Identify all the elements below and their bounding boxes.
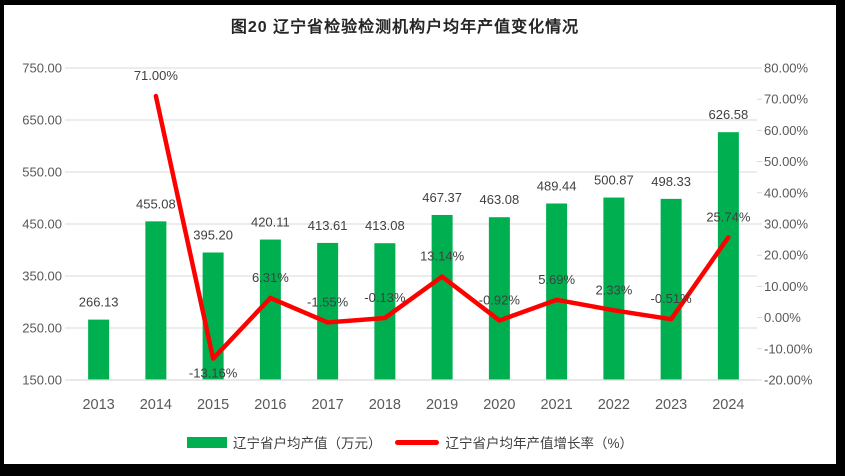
line-value-label: 25.74% <box>706 209 751 224</box>
y-axis-right-tick-label: 80.00% <box>764 61 809 76</box>
line-value-label: -0.51% <box>651 291 693 306</box>
bar-value-label: 467.37 <box>422 190 462 205</box>
bar-value-label: 413.61 <box>308 218 348 233</box>
bar-value-label: 498.33 <box>651 174 691 189</box>
x-axis-label: 2014 <box>140 397 172 413</box>
bar-value-label: 413.08 <box>365 218 405 233</box>
x-axis-label: 2016 <box>254 397 286 413</box>
bar <box>317 242 339 380</box>
y-axis-left-tick-label: 150.00 <box>22 373 62 388</box>
bar <box>202 252 224 380</box>
y-axis-right-tick-label: 30.00% <box>764 217 809 232</box>
x-axis-label: 2015 <box>197 397 229 413</box>
line-value-label: -13.16% <box>189 366 238 381</box>
bar <box>374 243 396 380</box>
x-axis-label: 2020 <box>483 397 515 413</box>
y-axis-right-tick-label: -20.00% <box>764 373 813 388</box>
chart-legend: 辽宁省户均产值（万元） 辽宁省户均年产值增长率（%） <box>0 432 820 452</box>
line-value-label: 71.00% <box>134 68 179 83</box>
bar-value-label: 420.11 <box>251 215 290 230</box>
growth-rate-line <box>153 93 731 361</box>
line-series-swatch-icon <box>395 439 440 445</box>
line-value-label: 2.33% <box>595 282 632 297</box>
bar-value-label: 489.44 <box>537 178 577 193</box>
bar-series-swatch-icon <box>186 436 227 448</box>
frame-border-top <box>0 0 845 5</box>
chart-title: 图20 辽宁省检验检测机构户均年产值变化情况 <box>230 19 580 36</box>
legend-item-line-series: 辽宁省户均年产值增长率（%） <box>395 432 633 452</box>
line-value-label: 5.69% <box>538 272 575 287</box>
bar-value-label: 455.08 <box>136 196 176 211</box>
y-axis-left-tick-label: 750.00 <box>22 61 62 76</box>
bar <box>717 132 739 380</box>
bar <box>259 239 281 380</box>
line-value-label: -0.13% <box>364 290 406 305</box>
bar <box>546 203 568 380</box>
x-axis-label: 2023 <box>655 397 687 413</box>
frame-border-left <box>0 0 4 476</box>
frame-border-right <box>836 0 845 476</box>
legend-item-bar-series: 辽宁省户均产值（万元） <box>186 432 382 452</box>
line-value-label: -0.92% <box>479 292 521 307</box>
y-axis-left-tick-label: 450.00 <box>22 217 62 232</box>
x-axis-label: 2021 <box>540 397 572 413</box>
legend-label-line-series: 辽宁省户均年产值增长率（%） <box>445 436 633 451</box>
y-axis-right-tick-label: 40.00% <box>764 185 809 200</box>
bar-value-label: 463.08 <box>479 192 519 207</box>
bar <box>488 217 510 380</box>
bar <box>660 198 682 380</box>
y-axis-right-tick-label: 50.00% <box>764 154 809 169</box>
y-axis-right-tick-label: 0.00% <box>764 310 801 325</box>
y-axis-left-tick-label: 550.00 <box>22 165 62 180</box>
bar-value-label: 395.20 <box>193 227 233 242</box>
y-axis-right-tick-label: 20.00% <box>764 248 809 263</box>
x-axis-label: 2024 <box>712 397 744 413</box>
bar <box>145 221 167 380</box>
y-axis-right-tick-label: -10.00% <box>764 341 813 356</box>
x-axis-label: 2013 <box>82 397 114 413</box>
y-axis-right-tick-label: 10.00% <box>764 279 809 294</box>
bar <box>88 319 110 380</box>
bar-value-label: 500.87 <box>594 173 634 188</box>
line-value-label: -1.55% <box>307 294 349 309</box>
x-axis-label: 2019 <box>426 397 458 413</box>
y-axis-left-tick-label: 650.00 <box>22 113 62 128</box>
x-axis-label: 2017 <box>311 397 343 413</box>
bar <box>431 214 453 380</box>
bar-value-label: 266.13 <box>79 295 119 310</box>
y-axis-left-tick-label: 250.00 <box>22 321 62 336</box>
y-axis-right-tick-label: 70.00% <box>764 92 809 107</box>
x-axis-label: 2022 <box>598 397 630 413</box>
y-axis-left-tick-label: 350.00 <box>22 269 62 284</box>
legend-label-bar-series: 辽宁省户均产值（万元） <box>232 436 382 451</box>
x-axis-label: 2018 <box>369 397 401 413</box>
bar <box>603 197 625 380</box>
y-axis-right-tick-label: 60.00% <box>764 123 809 138</box>
line-value-label: 13.14% <box>420 249 465 264</box>
line-value-label: 6.31% <box>252 270 289 285</box>
chart-plot-area: 750.00 650.00 550.00 450.00 350.00 250.00 150.… <box>22 61 813 414</box>
frame-border-bottom <box>0 464 845 476</box>
bar-value-label: 626.58 <box>708 107 748 122</box>
